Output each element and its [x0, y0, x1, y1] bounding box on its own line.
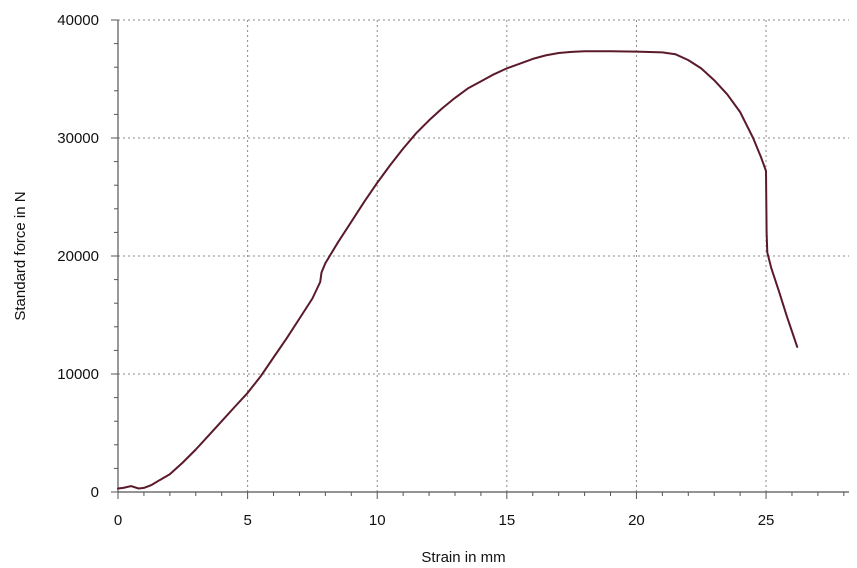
y-tick-label: 10000: [57, 366, 99, 383]
y-tick-label: 20000: [57, 248, 99, 265]
x-tick-label: 20: [628, 512, 645, 529]
x-tick-label: 0: [114, 512, 122, 529]
x-tick-label: 15: [498, 512, 515, 529]
x-tick-label: 5: [243, 512, 251, 529]
x-axis-title: Strain in mm: [421, 549, 505, 566]
tick-labels: 0 5 10 15 20 25 0 10000 20000 30000 40000: [57, 12, 774, 529]
x-tick-label: 25: [758, 512, 775, 529]
grid-lines: [118, 19, 849, 492]
y-tick-label: 40000: [57, 12, 99, 29]
y-tick-label: 30000: [57, 130, 99, 147]
x-tick-label: 10: [369, 512, 386, 529]
y-tick-label: 0: [91, 484, 99, 501]
force-strain-curve: [117, 50, 799, 490]
tick-marks: [111, 19, 845, 499]
y-axis-title: Standard force in N: [12, 191, 29, 320]
